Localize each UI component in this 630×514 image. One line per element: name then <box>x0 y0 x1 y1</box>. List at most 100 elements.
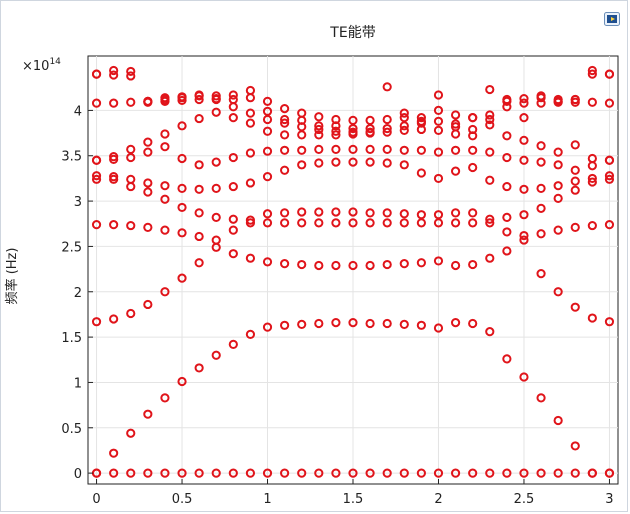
data-point <box>245 148 256 158</box>
data-point <box>160 142 170 152</box>
data-point <box>553 287 563 297</box>
y-tick-label: 1.5 <box>61 331 82 346</box>
data-point <box>109 468 119 478</box>
data-point <box>416 320 426 330</box>
data-point <box>280 259 290 269</box>
x-tick-label: 1 <box>263 492 271 507</box>
data-point <box>314 130 324 140</box>
y-tick-label: 4 <box>74 104 82 119</box>
data-point <box>126 66 136 77</box>
data-point <box>331 121 341 131</box>
data-point <box>262 146 273 156</box>
data-point <box>468 145 478 155</box>
data-point <box>604 171 615 181</box>
y-tick-label: 3 <box>74 195 82 210</box>
data-point <box>485 114 495 125</box>
data-point <box>262 126 273 136</box>
data-point <box>536 269 546 279</box>
data-point <box>262 468 273 478</box>
data-point <box>211 94 221 104</box>
data-point <box>160 129 170 139</box>
data-point <box>262 172 273 182</box>
data-point <box>587 468 597 478</box>
data-point <box>365 208 375 218</box>
data-point <box>297 145 307 155</box>
data-point <box>109 172 119 182</box>
data-point <box>126 428 136 438</box>
data-point <box>502 246 512 256</box>
data-point <box>228 152 238 163</box>
data-point <box>331 468 341 478</box>
data-point <box>502 227 512 237</box>
data-point <box>570 176 580 186</box>
data-point <box>262 218 273 228</box>
data-point <box>502 96 512 106</box>
data-point <box>502 468 512 478</box>
data-point <box>536 91 546 101</box>
data-point <box>126 71 136 81</box>
data-point <box>502 131 512 141</box>
data-point <box>382 144 392 154</box>
y-tick-label: 3.5 <box>61 150 82 165</box>
data-point <box>331 207 341 217</box>
data-point <box>485 327 495 337</box>
data-point <box>91 174 102 184</box>
data-point <box>485 468 495 478</box>
data-point <box>245 85 256 96</box>
export-image-icon[interactable] <box>604 12 620 26</box>
data-point <box>553 96 563 106</box>
data-point <box>348 218 358 228</box>
data-point <box>126 220 136 231</box>
data-point <box>143 137 153 147</box>
data-point <box>126 308 136 319</box>
data-point <box>450 218 461 228</box>
data-point <box>160 181 170 191</box>
x-tick-label: 1.5 <box>343 492 364 507</box>
data-point <box>502 181 512 192</box>
data-point <box>228 468 238 478</box>
data-point <box>331 157 341 167</box>
data-point <box>519 230 529 241</box>
data-point <box>177 183 187 193</box>
data-point <box>177 153 187 164</box>
data-point <box>245 253 256 263</box>
data-point <box>433 256 444 266</box>
data-point <box>194 258 204 268</box>
data-point <box>228 214 238 224</box>
data-point <box>382 82 392 92</box>
data-point <box>194 363 204 373</box>
y-tick-label: 2.5 <box>61 240 82 255</box>
data-point <box>433 125 444 135</box>
data-point <box>570 222 580 232</box>
data-point <box>587 173 597 184</box>
data-point <box>553 415 563 426</box>
data-point <box>160 287 170 297</box>
data-point <box>604 220 615 230</box>
data-point <box>109 314 119 324</box>
data-point <box>91 220 102 230</box>
data-point <box>228 225 238 235</box>
x-tick-label: 3 <box>605 492 613 507</box>
data-point <box>382 259 392 270</box>
data-point <box>194 94 204 105</box>
data-point <box>314 144 324 154</box>
data-point <box>211 183 221 193</box>
data-point <box>416 118 426 128</box>
data-point <box>570 165 580 175</box>
data-point <box>570 468 580 478</box>
data-point <box>433 468 444 478</box>
data-point <box>194 208 204 218</box>
data-point <box>348 468 358 478</box>
data-point <box>314 124 324 135</box>
data-point <box>468 208 478 218</box>
data-point <box>553 225 563 235</box>
data-point <box>109 70 119 80</box>
data-point <box>519 94 529 104</box>
data-point <box>536 183 546 193</box>
data-point <box>485 214 495 224</box>
data-point <box>519 210 529 220</box>
data-point <box>365 260 375 271</box>
data-point <box>502 354 512 364</box>
data-point <box>297 259 307 270</box>
data-point <box>228 94 238 105</box>
